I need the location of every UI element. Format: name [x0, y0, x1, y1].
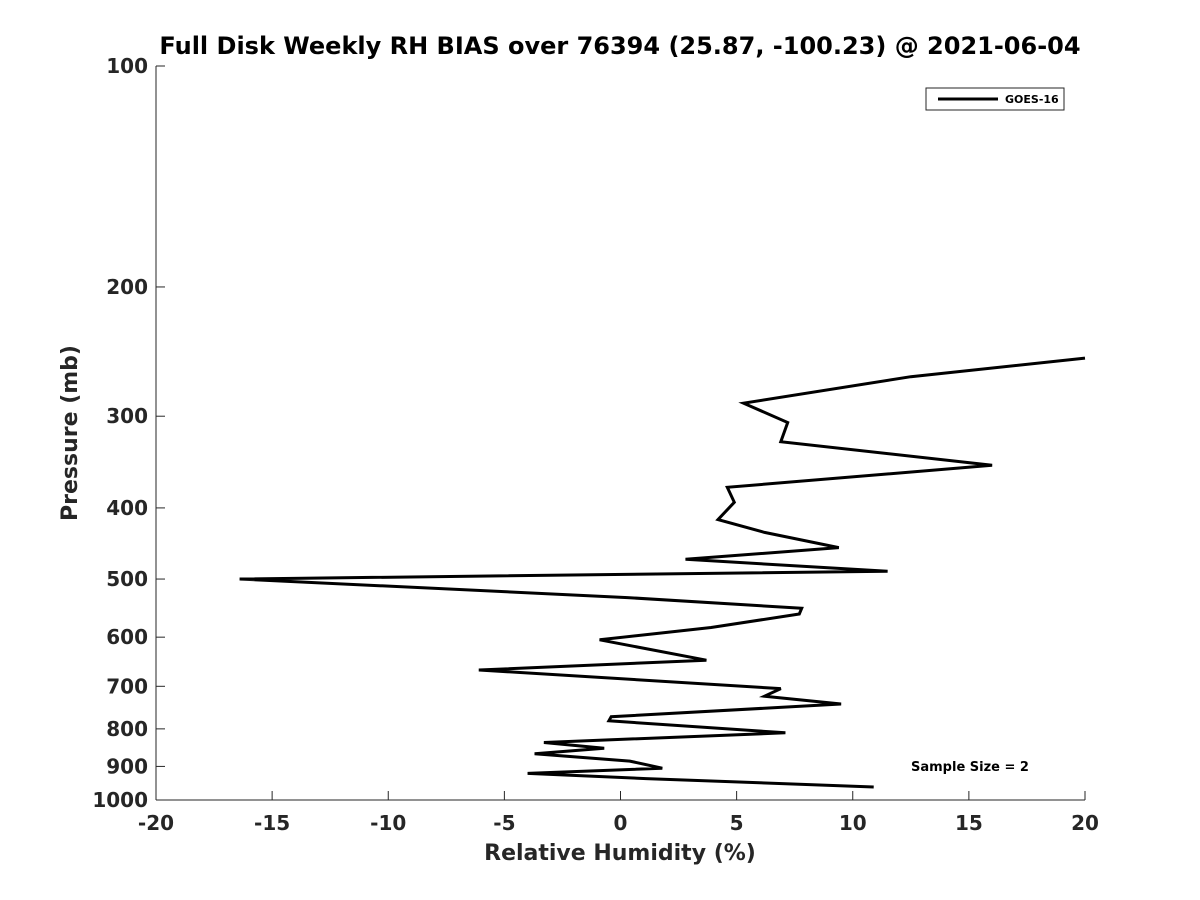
x-tick-label: 20 [1071, 811, 1099, 835]
x-tick-label: 5 [730, 811, 744, 835]
y-tick-label: 800 [106, 717, 148, 741]
y-tick-label: 200 [106, 275, 148, 299]
legend: GOES-16 [925, 87, 1065, 111]
y-tick-label: 600 [106, 625, 148, 649]
series-line-goes-16 [239, 356, 1086, 789]
y-tick-label: 300 [106, 404, 148, 428]
legend-label-goes-16: GOES-16 [1005, 93, 1059, 106]
y-tick-label: 1000 [92, 788, 148, 812]
y-tick-label: 100 [106, 54, 148, 78]
y-tick-label: 900 [106, 754, 148, 778]
chart-title: Full Disk Weekly RH BIAS over 76394 (25.… [159, 32, 1080, 60]
x-tick-label: -5 [493, 811, 515, 835]
x-tick-label: 0 [614, 811, 628, 835]
x-tick-label: -20 [138, 811, 174, 835]
y-ticks: 100 200 300 400 500 600 700 800 900 1000 [92, 54, 165, 812]
x-axis-label: Relative Humidity (%) [484, 841, 756, 866]
x-tick-label: 10 [839, 811, 867, 835]
y-axis-label: Pressure (mb) [58, 345, 83, 521]
x-tick-label: -15 [254, 811, 290, 835]
y-tick-label: 400 [106, 496, 148, 520]
series-layer [239, 356, 1086, 789]
y-tick-label: 700 [106, 674, 148, 698]
sample-size-annotation: Sample Size = 2 [911, 760, 1029, 775]
x-ticks: -20 -15 -10 -5 0 5 10 15 20 [138, 791, 1099, 835]
x-tick-label: 15 [955, 811, 983, 835]
x-tick-label: -10 [370, 811, 406, 835]
y-tick-label: 500 [106, 567, 148, 591]
